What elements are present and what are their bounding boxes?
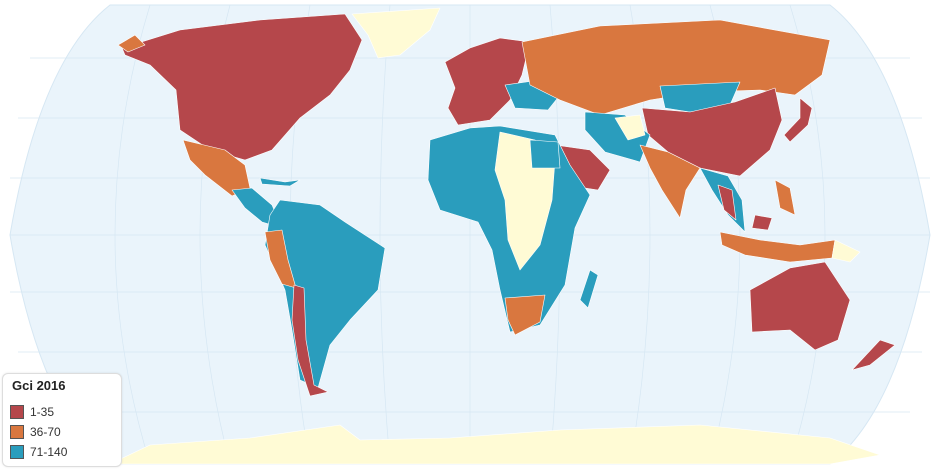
region-madagascar[interactable] [579,269,599,309]
region-philippines[interactable] [774,179,796,216]
map-legend: Gci 2016 1-35 36-70 71-140 [2,373,122,467]
region-russia[interactable] [521,19,831,116]
region-japan[interactable] [783,97,813,143]
region-egypt[interactable] [529,139,561,169]
legend-swatch [10,405,24,419]
countries [109,7,896,465]
region-caribbean[interactable] [259,177,301,187]
region-new-zealand[interactable] [851,339,896,371]
region-china[interactable] [641,87,783,177]
legend-swatch [10,445,24,459]
region-alaska-west[interactable] [117,34,146,53]
region-europe[interactable] [444,37,531,126]
legend-label: 1-35 [30,405,55,419]
legend-label: 36-70 [30,425,61,439]
region-antarctica[interactable] [109,424,881,465]
region-north-america[interactable] [121,13,363,161]
legend-item-1-35[interactable]: 1-35 [10,404,54,420]
legend-title: Gci 2016 [12,378,66,393]
region-chile[interactable] [291,284,329,397]
region-png[interactable] [831,239,861,263]
legend-item-36-70[interactable]: 36-70 [10,424,61,440]
legend-swatch [10,425,24,439]
region-india[interactable] [639,144,701,219]
legend-label: 71-140 [30,445,68,459]
region-south-africa[interactable] [504,294,546,336]
region-thailand[interactable] [717,184,737,221]
region-afghanistan[interactable] [614,114,646,141]
region-greenland[interactable] [351,7,441,59]
region-malaysia[interactable] [751,214,773,231]
legend-item-71-140[interactable]: 71-140 [10,444,67,460]
region-australia[interactable] [749,261,851,351]
